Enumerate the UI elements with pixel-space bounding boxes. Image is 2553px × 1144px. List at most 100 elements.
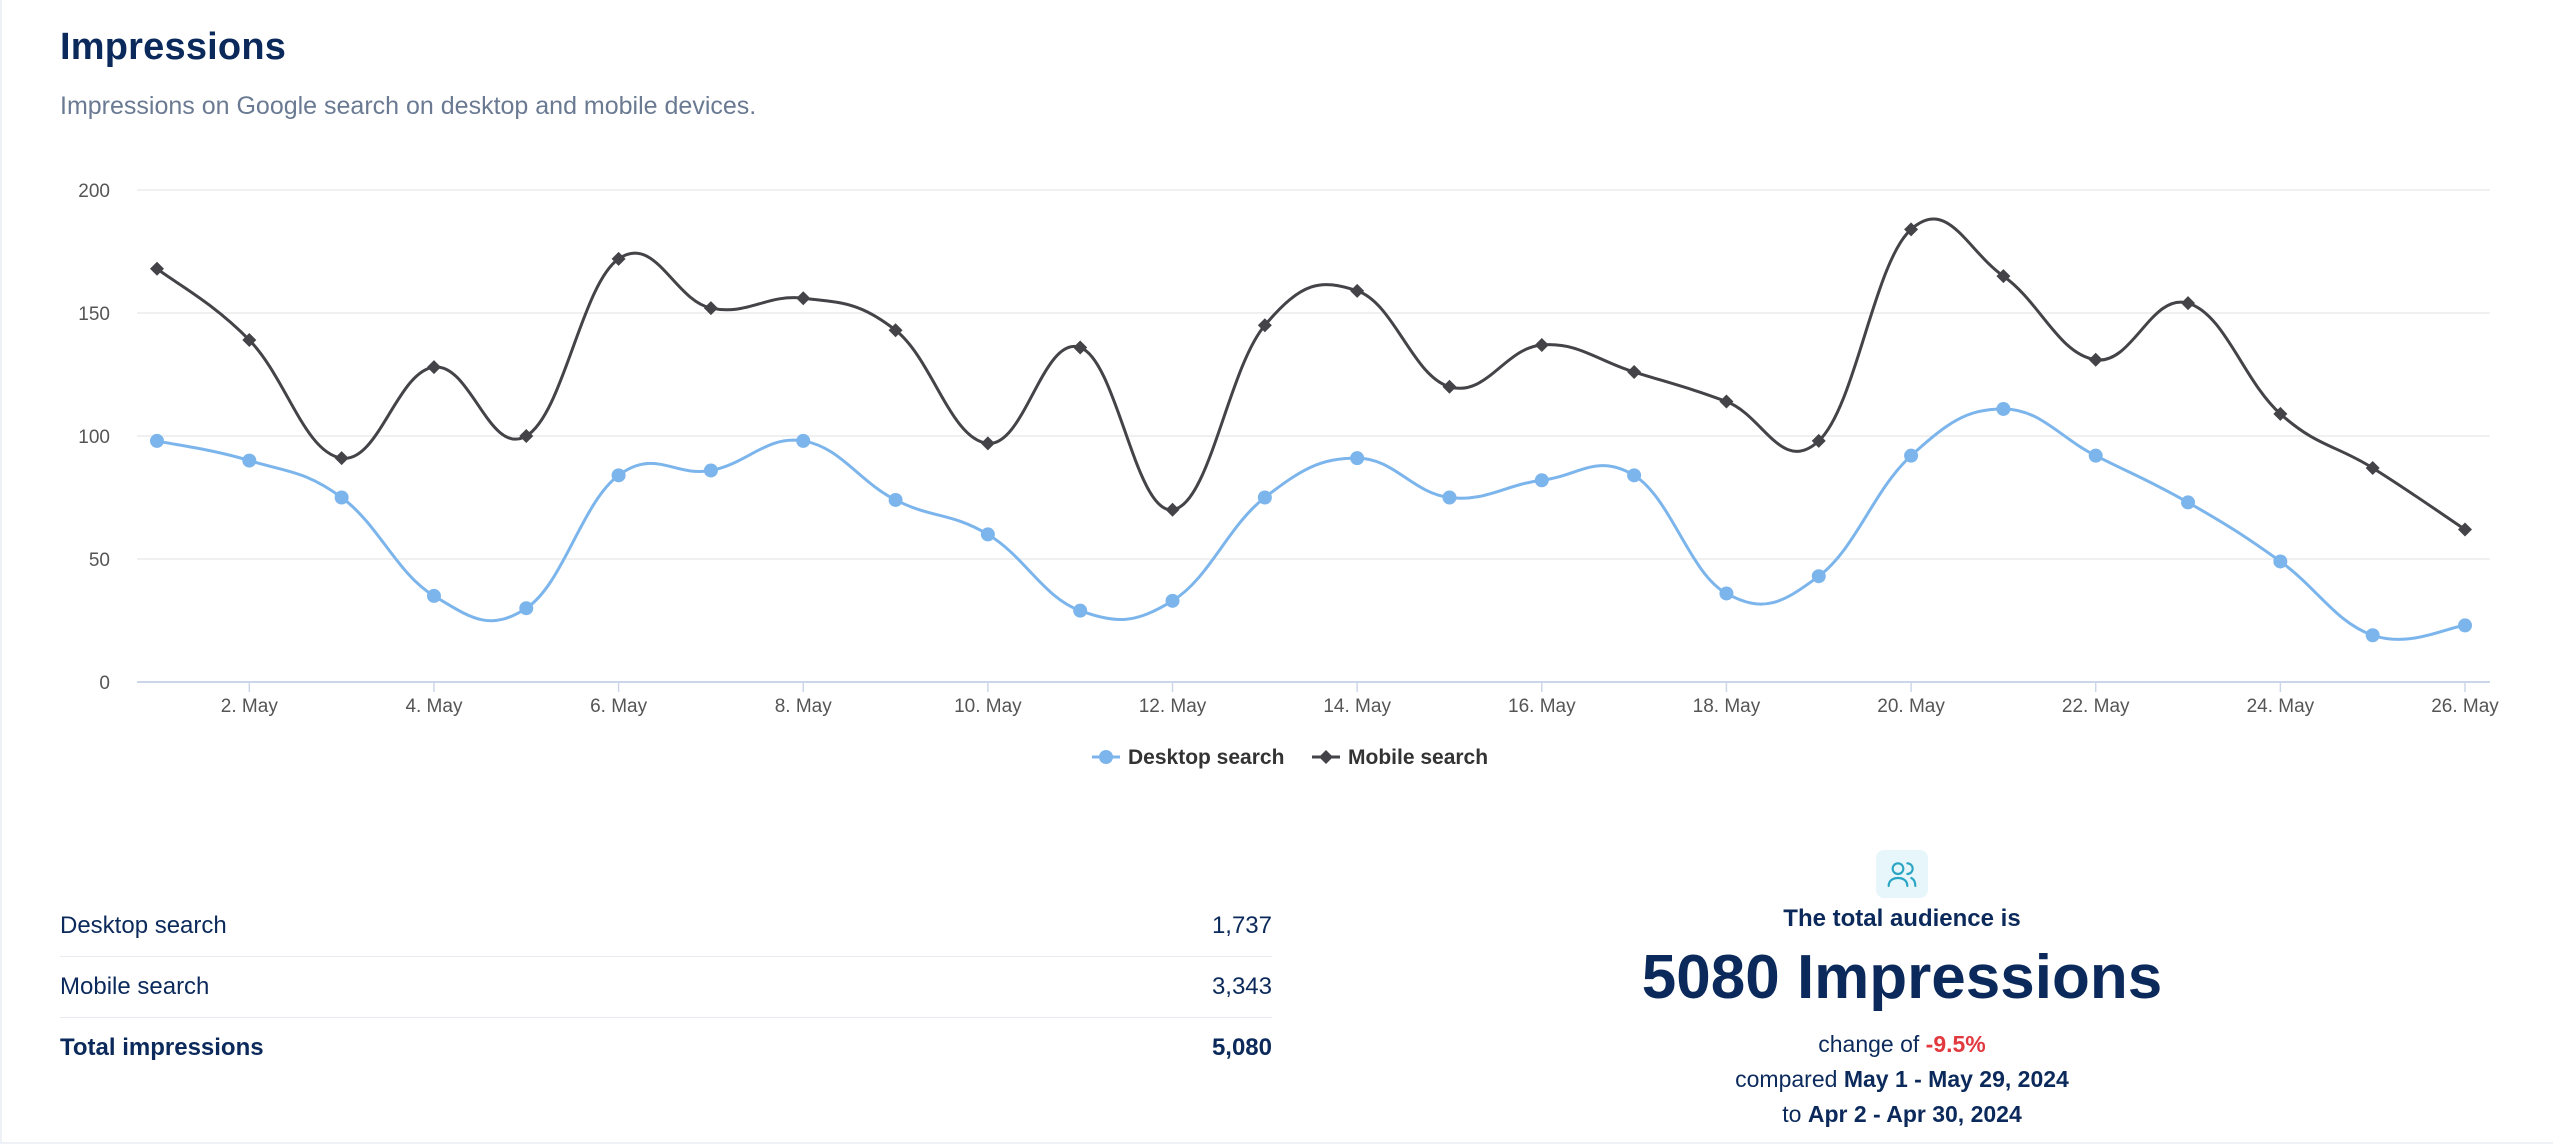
desktop-search-point (2088, 448, 2103, 463)
desktop-search-point (2365, 628, 2380, 643)
x-tick-label: 16. May (1508, 696, 1576, 717)
compared-prefix: compared (1735, 1066, 1844, 1092)
x-tick-label: 26. May (2431, 696, 2499, 717)
mobile-search-point (1627, 365, 1642, 380)
desktop-search-point (980, 527, 995, 542)
desktop-search-point (150, 433, 164, 448)
mobile-search-point (242, 333, 257, 348)
mobile-search-point (1719, 394, 1734, 409)
x-tick-label: 18. May (1693, 696, 1761, 717)
desktop-search-legend-label: Desktop search (1128, 746, 1284, 769)
mobile-search-point (2273, 406, 2288, 421)
mobile-search-point (1811, 433, 1826, 448)
mobile-search-point (2181, 296, 2196, 311)
desktop-search-point (1904, 448, 1919, 463)
desktop-search-point (796, 433, 811, 448)
summary-change: change of -9.5% (1402, 1031, 2402, 1058)
to-range: Apr 2 - Apr 30, 2024 (1807, 1101, 2022, 1127)
x-tick-label: 12. May (1139, 696, 1207, 717)
desktop-search-point (1719, 586, 1734, 601)
x-tick-label: 8. May (775, 696, 833, 717)
stats-label: Desktop search (60, 912, 227, 939)
desktop-search-point (703, 463, 718, 478)
desktop-search-point (426, 588, 441, 603)
stats-row-desktop: Desktop search 1,737 (60, 896, 1272, 957)
mobile-search-point (426, 360, 441, 375)
mobile-search-point (1442, 379, 1457, 394)
x-tick-label: 4. May (405, 696, 463, 717)
mobile-search-point (2365, 460, 2380, 475)
users-icon (1876, 850, 1928, 898)
desktop-search-point (2273, 554, 2288, 569)
stats-table: Desktop search 1,737 Mobile search 3,343… (60, 896, 1272, 1078)
mobile-search-point (1165, 502, 1180, 517)
mobile-search-point (1073, 340, 1088, 355)
desktop-search-line (156, 407, 2466, 641)
desktop-search-point (1442, 490, 1457, 505)
y-tick-label: 0 (99, 673, 110, 694)
desktop-search-point (1165, 593, 1180, 608)
mobile-search-line (156, 217, 2466, 531)
stats-label: Total impressions (60, 1034, 264, 1061)
desktop-search-point (888, 492, 903, 507)
desktop-search-point (1257, 490, 1272, 505)
x-tick-label: 10. May (954, 696, 1022, 717)
x-tick-label: 22. May (2062, 696, 2130, 717)
stats-value: 3,343 (1211, 973, 1272, 1000)
x-tick-label: 6. May (590, 696, 648, 717)
mobile-search-point (1904, 222, 1919, 237)
audience-summary: The total audience is 5080 Impressions c… (1402, 850, 2402, 1128)
mobile-search-legend-marker (1319, 750, 1333, 764)
to-prefix: to (1782, 1101, 1808, 1127)
y-tick-label: 100 (78, 427, 110, 448)
desktop-search-point (1996, 401, 2011, 416)
page-subtitle: Impressions on Google search on desktop … (60, 92, 757, 120)
summary-label: The total audience is (1783, 905, 2021, 932)
desktop-search-point (1073, 603, 1088, 618)
y-tick-label: 200 (78, 181, 110, 202)
mobile-search-point (1996, 269, 2011, 284)
mobile-search-point (519, 429, 534, 443)
mobile-search-point (1534, 337, 1549, 352)
desktop-search-point (1627, 468, 1642, 483)
desktop-search-legend-marker (1099, 750, 1113, 764)
x-tick-label: 20. May (1877, 696, 1945, 717)
page-title: Impressions (60, 26, 287, 68)
mobile-search-point (703, 301, 718, 316)
impressions-line-chart: 0 50 100 150 200 2. May 4. May 6. May 8. May 10. … (78, 181, 2499, 769)
stats-row-total: Total impressions 5,080 (60, 1018, 1272, 1078)
desktop-search-point (2458, 618, 2472, 633)
mobile-search-point (334, 451, 349, 466)
summary-compared: compared May 1 - May 29, 2024 (1402, 1066, 2402, 1093)
change-prefix: change of (1818, 1031, 1926, 1057)
y-tick-label: 150 (78, 304, 110, 325)
mobile-search-point (2088, 352, 2103, 367)
stats-value: 1,737 (1211, 912, 1272, 939)
mobile-search-point (888, 323, 903, 338)
mobile-search-point (150, 261, 164, 276)
desktop-search-point (2181, 495, 2196, 510)
desktop-search-point (1811, 569, 1826, 584)
mobile-search-point (1257, 318, 1272, 333)
desktop-search-point (1350, 451, 1365, 466)
desktop-search-point (334, 490, 349, 505)
summary-total: 5080 Impressions (1641, 943, 2163, 1012)
desktop-search-point (611, 468, 626, 483)
desktop-search-point (242, 453, 257, 468)
stats-label: Mobile search (60, 973, 210, 1000)
summary-to: to Apr 2 - Apr 30, 2024 (1402, 1101, 2402, 1128)
mobile-search-point (1350, 283, 1365, 298)
x-tick-label: 14. May (1323, 696, 1391, 717)
mobile-search-point (980, 436, 995, 451)
compared-range: May 1 - May 29, 2024 (1843, 1066, 2069, 1092)
x-tick-label: 2. May (221, 696, 279, 717)
mobile-search-point (796, 291, 811, 306)
x-tick-label: 24. May (2247, 696, 2315, 717)
mobile-search-point (611, 251, 626, 266)
mobile-search-point (2458, 522, 2472, 537)
y-tick-label: 50 (89, 550, 110, 571)
desktop-search-point (1534, 473, 1549, 488)
desktop-search-point (519, 601, 534, 616)
mobile-search-legend-label: Mobile search (1348, 746, 1488, 769)
